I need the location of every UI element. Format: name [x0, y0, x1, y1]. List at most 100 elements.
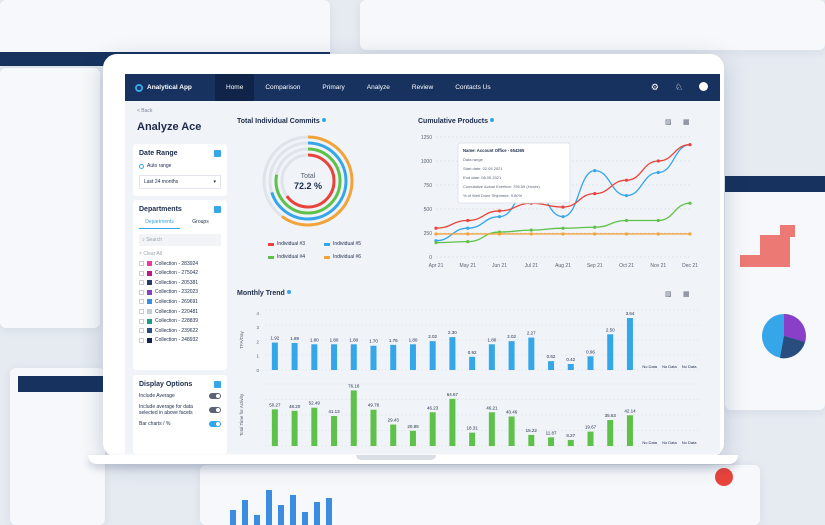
checkbox[interactable]: [139, 318, 144, 324]
bg-card-top-right: [360, 0, 825, 50]
y-tick-label: 4: [256, 311, 259, 316]
tab-groups[interactable]: Groups: [192, 219, 209, 225]
bar: [548, 437, 555, 446]
data-point: [688, 143, 692, 147]
checkbox[interactable]: [139, 328, 144, 334]
tab-primary[interactable]: Primary: [322, 84, 345, 91]
y-tick-label: 3: [256, 325, 259, 330]
bar: [271, 342, 278, 370]
tab-review[interactable]: Review: [411, 84, 434, 91]
main-content: Total Individual Commits Total 72.2 % In…: [228, 101, 720, 454]
bar-value-label: 1.80: [409, 337, 418, 342]
x-tick-label: Aug 21: [555, 263, 571, 269]
x-tick-label: Nov 21: [650, 263, 666, 269]
auto-range-radio[interactable]: Auto range: [139, 163, 221, 169]
checkbox[interactable]: [139, 309, 144, 315]
checkbox[interactable]: [139, 270, 144, 276]
include-facets-toggle[interactable]: [209, 407, 221, 413]
bar: [449, 337, 456, 370]
color-swatch: [147, 318, 152, 324]
collection-item[interactable]: Collection - 205381: [139, 280, 221, 286]
red-pointer-dot: [715, 468, 733, 486]
bar-value-label: 40.46: [506, 409, 518, 414]
include-average-toggle[interactable]: [209, 393, 221, 399]
no-data-label: No Data: [642, 440, 657, 445]
bar: [567, 364, 574, 370]
back-link[interactable]: < Back: [137, 108, 153, 114]
bar: [587, 431, 594, 446]
info-icon[interactable]: [321, 118, 326, 122]
data-point: [561, 205, 565, 209]
bar: [469, 432, 476, 446]
y-tick-label: 1000: [421, 159, 432, 165]
filter-icon[interactable]: [214, 206, 221, 213]
data-point: [593, 192, 597, 196]
collection-label: Collection - 239622: [155, 327, 199, 334]
data-point: [656, 170, 660, 175]
chart-type-icon[interactable]: ▨: [665, 119, 672, 126]
data-point: [466, 240, 470, 244]
y-tick-label: 250: [424, 231, 433, 237]
tab-home[interactable]: Home: [215, 74, 255, 101]
legend-swatch: [268, 255, 274, 259]
tab-comparison[interactable]: Comparison: [265, 84, 301, 91]
collection-item[interactable]: Collection - 220481: [139, 309, 221, 315]
collection-item[interactable]: Collection - 248932: [139, 337, 221, 343]
grid-view-icon[interactable]: ▦: [683, 291, 690, 298]
page-title: Analyze Ace: [137, 121, 202, 133]
tooltip-box: [457, 142, 571, 204]
search-icon: ⌕: [142, 237, 147, 243]
chart-type-icon[interactable]: ▨: [665, 291, 672, 298]
x-tick-label: Oct 21: [619, 263, 634, 269]
bell-icon[interactable]: ♘: [674, 82, 683, 92]
clear-all-link[interactable]: × Clear All: [139, 251, 162, 257]
collection-label: Collection - 283924: [155, 260, 199, 267]
avatar[interactable]: [699, 82, 708, 91]
legend-swatch: [324, 255, 330, 259]
bar-value-label: 1.70: [369, 339, 378, 344]
monthly-trend-chart: TFA/Day 0 1 2 3 4 1.92 1.89 1.80 1.80 1.80 1.70 1.76…: [239, 309, 699, 447]
bar: [370, 345, 377, 370]
tab-departments[interactable]: Departments: [139, 219, 180, 229]
bar: [271, 409, 278, 446]
bar: [508, 416, 515, 446]
checkbox[interactable]: [139, 280, 144, 286]
checkbox[interactable]: [139, 337, 144, 343]
bar-charts-toggle[interactable]: [209, 421, 221, 427]
collection-item[interactable]: Collection - 275042: [139, 270, 221, 276]
bar: [291, 410, 298, 446]
checkbox[interactable]: [139, 289, 144, 295]
data-point: [466, 226, 470, 230]
collection-item[interactable]: Collection - 232023: [139, 289, 221, 295]
y-tick-label: 0: [429, 255, 432, 261]
data-point: [593, 169, 597, 173]
bar-value-label: 19.67: [585, 425, 597, 430]
legend-swatch: [324, 242, 330, 246]
tab-contacts[interactable]: Contacts Us: [455, 84, 491, 91]
collection-item[interactable]: Collection - 283924: [139, 261, 221, 267]
checkbox[interactable]: [139, 261, 144, 267]
collection-item[interactable]: Collection - 239622: [139, 328, 221, 334]
donut-total-label: Total: [301, 173, 316, 180]
collection-item[interactable]: Collection - 228839: [139, 318, 221, 324]
cumulative-line-chart: 0 250 500 750 1000 1250 Apr 21 May 21 Jun 21 Jul …: [421, 135, 698, 269]
bar: [429, 341, 436, 370]
bar-value-label: 2.02: [428, 334, 437, 339]
gear-icon[interactable]: ⚙: [650, 82, 659, 92]
settings-icon[interactable]: [214, 381, 221, 388]
bar-value-label: 41.13: [328, 409, 340, 414]
grid-view-icon[interactable]: ▦: [683, 119, 690, 126]
tab-analyze[interactable]: Analyze: [366, 84, 390, 91]
checkbox[interactable]: [139, 299, 144, 305]
search-input[interactable]: ⌕ Search: [139, 234, 221, 246]
app-logo[interactable]: Analytical App: [125, 83, 215, 92]
collection-item[interactable]: Collection - 269691: [139, 299, 221, 305]
info-icon[interactable]: [286, 290, 291, 294]
calendar-icon[interactable]: [214, 150, 221, 157]
logo-icon: [135, 83, 143, 92]
date-range-select[interactable]: Last 24 months ▾: [139, 175, 221, 189]
color-swatch: [147, 261, 152, 267]
info-icon[interactable]: [490, 118, 495, 122]
no-data-label: No Data: [682, 440, 697, 445]
donut-total-value: 72.2 %: [294, 181, 322, 191]
